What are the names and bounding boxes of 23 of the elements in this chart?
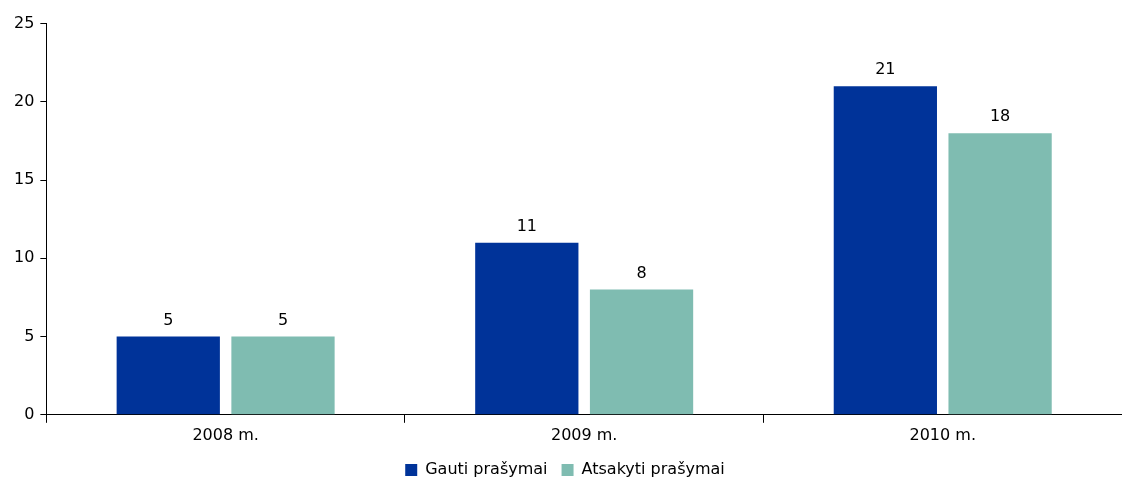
y-tick-label: 10 [14,247,35,267]
x-tick-label: 2008 m. [192,424,259,444]
data-label: 18 [989,106,1011,126]
legend-label: Gauti prašymai [425,459,548,479]
y-tick-label: 5 [24,325,35,345]
bar [116,336,220,415]
bar [231,336,335,415]
x-tick-label: 2010 m. [909,424,976,444]
data-label: 11 [516,215,537,235]
y-tick-label: 0 [24,403,35,423]
bar [833,86,937,415]
data-label: 5 [277,309,289,329]
legend-label: Atsakyti prašymai [581,459,725,479]
data-label: 8 [636,262,647,282]
y-tick-label: 25 [14,12,35,32]
bar [589,289,694,415]
bar [475,242,579,415]
y-tick-label: 15 [14,169,35,189]
data-label: 21 [875,59,896,79]
data-label: 5 [163,309,174,329]
x-tick-label: 2009 m. [550,424,618,444]
bar [948,133,1052,415]
y-tick-label: 20 [14,91,35,110]
